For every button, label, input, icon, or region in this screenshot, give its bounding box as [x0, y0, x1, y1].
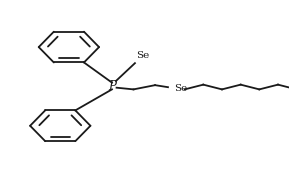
Text: Se: Se	[174, 84, 187, 93]
Text: Se: Se	[136, 51, 150, 60]
Text: P: P	[108, 79, 116, 93]
